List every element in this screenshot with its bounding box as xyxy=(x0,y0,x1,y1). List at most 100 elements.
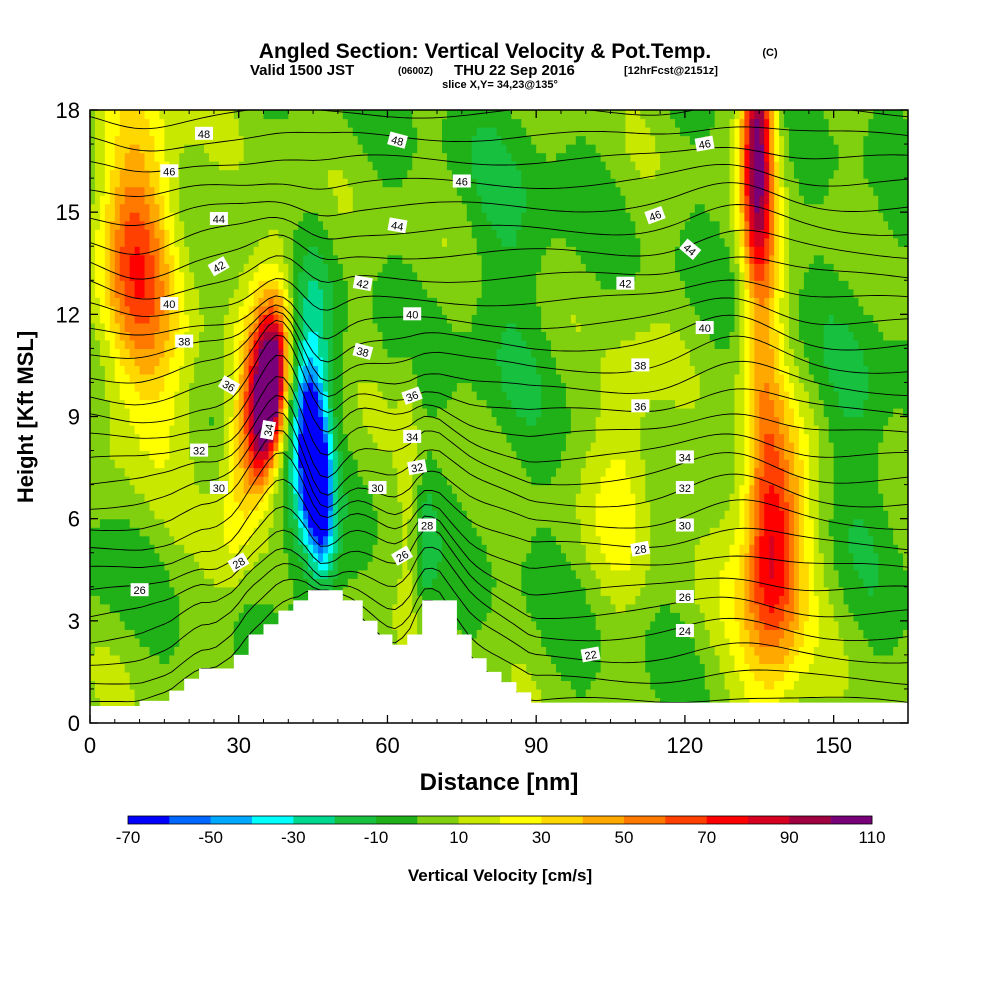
velocity-cell xyxy=(303,493,309,503)
velocity-cell xyxy=(184,535,190,545)
velocity-cell xyxy=(665,612,671,622)
velocity-cell xyxy=(213,646,220,656)
velocity-cell xyxy=(362,476,369,486)
velocity-cell xyxy=(139,578,146,588)
velocity-cell xyxy=(124,680,131,690)
velocity-cell xyxy=(303,552,309,562)
velocity-cell xyxy=(337,493,344,503)
velocity-cell xyxy=(789,646,795,656)
velocity-cell xyxy=(858,663,864,673)
velocity-cell xyxy=(759,510,765,520)
velocity-cell xyxy=(318,544,324,554)
velocity-cell xyxy=(218,663,225,673)
velocity-cell xyxy=(238,459,245,469)
velocity-cell xyxy=(670,552,676,562)
velocity-cell xyxy=(184,603,190,613)
velocity-cell xyxy=(134,527,141,537)
velocity-cell xyxy=(635,603,641,613)
velocity-cell xyxy=(888,620,894,630)
velocity-cell xyxy=(109,518,116,528)
velocity-cell xyxy=(793,688,800,699)
velocity-cell xyxy=(684,510,691,520)
velocity-cell xyxy=(318,578,324,588)
velocity-cell xyxy=(159,629,165,639)
velocity-cell xyxy=(699,688,706,699)
velocity-cell xyxy=(228,569,235,579)
velocity-cell xyxy=(258,518,265,528)
velocity-cell xyxy=(803,569,810,579)
velocity-cell xyxy=(704,561,711,571)
velocity-cell xyxy=(843,688,850,699)
velocity-cell xyxy=(362,544,369,554)
velocity-cell xyxy=(144,637,151,647)
velocity-cell xyxy=(461,595,468,605)
velocity-cell xyxy=(585,552,592,562)
velocity-cell xyxy=(744,603,750,613)
velocity-cell xyxy=(204,637,210,647)
velocity-cell xyxy=(273,586,279,596)
velocity-cell xyxy=(471,603,478,613)
velocity-cell xyxy=(114,569,121,579)
velocity-cell xyxy=(283,561,289,571)
velocity-cell xyxy=(174,578,180,588)
velocity-cell xyxy=(689,578,696,588)
velocity-cell xyxy=(784,501,790,511)
velocity-cell xyxy=(129,535,136,545)
velocity-cell xyxy=(119,620,126,630)
velocity-cell xyxy=(635,501,641,511)
velocity-cell xyxy=(640,569,646,579)
velocity-cell xyxy=(759,680,765,690)
velocity-cell xyxy=(798,586,805,596)
velocity-cell xyxy=(674,663,681,673)
velocity-cell xyxy=(610,637,617,647)
velocity-cell xyxy=(159,544,165,554)
velocity-cell xyxy=(144,578,151,588)
velocity-cell xyxy=(318,484,324,494)
velocity-cell xyxy=(759,578,765,588)
velocity-cell xyxy=(90,459,96,469)
velocity-cell xyxy=(501,544,508,554)
velocity-cell xyxy=(417,476,423,486)
velocity-cell xyxy=(645,518,651,528)
velocity-cell xyxy=(620,527,627,537)
velocity-cell xyxy=(808,646,815,656)
velocity-cell xyxy=(303,535,309,545)
velocity-cell xyxy=(551,527,557,537)
velocity-cell xyxy=(684,671,691,682)
velocity-cell xyxy=(580,484,587,494)
velocity-cell xyxy=(565,663,572,673)
velocity-cell xyxy=(739,578,745,588)
velocity-cell xyxy=(204,501,210,511)
velocity-cell xyxy=(456,476,463,486)
velocity-cell xyxy=(605,646,612,656)
velocity-cell xyxy=(630,467,636,477)
velocity-cell xyxy=(263,595,270,605)
velocity-cell xyxy=(694,578,701,588)
velocity-cell xyxy=(823,510,830,520)
velocity-cell xyxy=(288,476,294,486)
velocity-cell xyxy=(764,510,770,520)
velocity-cell xyxy=(367,552,374,562)
velocity-cell xyxy=(164,671,170,682)
velocity-cell xyxy=(560,467,567,477)
velocity-cell xyxy=(199,637,205,647)
velocity-cell xyxy=(511,476,517,486)
velocity-cell xyxy=(184,569,190,579)
velocity-cell xyxy=(357,535,364,545)
velocity-cell xyxy=(124,663,131,673)
velocity-cell xyxy=(233,476,240,486)
velocity-cell xyxy=(560,663,567,673)
velocity-cell xyxy=(511,654,517,664)
velocity-cell xyxy=(570,552,577,562)
velocity-cell xyxy=(684,578,691,588)
velocity-cell xyxy=(208,654,215,664)
velocity-cell xyxy=(858,501,864,511)
velocity-cell xyxy=(843,527,850,537)
velocity-cell xyxy=(774,586,780,596)
velocity-cell xyxy=(189,467,195,477)
velocity-cell xyxy=(565,569,572,579)
velocity-cell xyxy=(719,646,726,656)
velocity-cell xyxy=(491,578,498,588)
velocity-cell xyxy=(793,544,800,554)
velocity-cell xyxy=(808,620,815,630)
